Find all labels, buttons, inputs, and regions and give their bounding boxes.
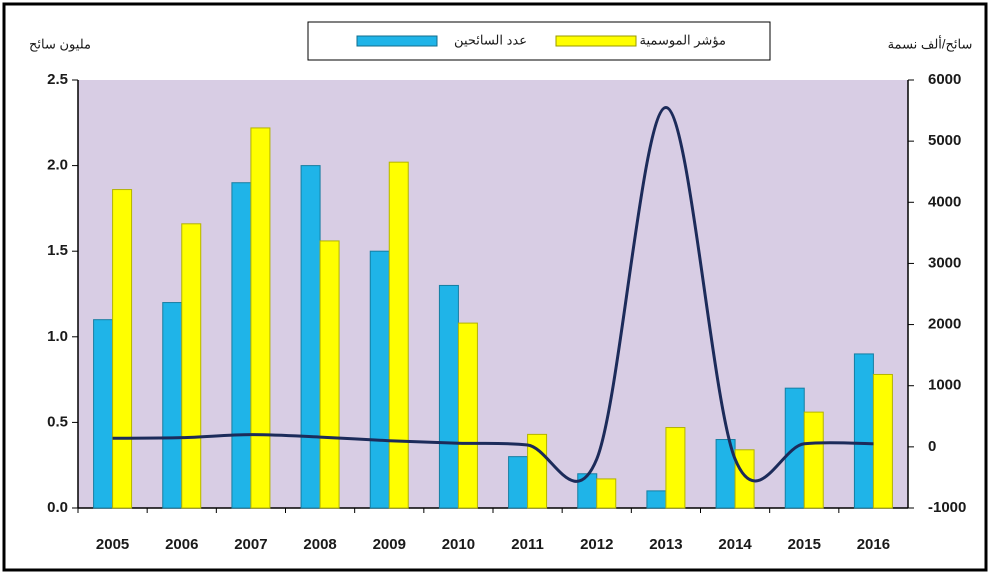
bar xyxy=(300,165,321,509)
bar xyxy=(577,473,598,509)
x-tick-label: 2009 xyxy=(373,536,406,553)
x-tick-label: 2014 xyxy=(718,536,752,553)
x-tick-label: 2006 xyxy=(165,536,198,553)
bar xyxy=(457,322,478,509)
y-tick-label: 2.5 xyxy=(47,71,68,88)
bar xyxy=(388,161,409,509)
bar xyxy=(112,189,133,509)
x-tick-label: 2005 xyxy=(96,536,129,553)
y2-tick-label: 2000 xyxy=(928,316,961,333)
bar xyxy=(231,182,252,509)
y2-tick-label: 0 xyxy=(928,438,936,455)
legend-swatch xyxy=(555,35,637,47)
y-axis-title: مليون سائح xyxy=(29,36,91,52)
bar xyxy=(803,411,824,509)
y-tick-label: 1.0 xyxy=(47,328,68,345)
y2-tick-label: 3000 xyxy=(928,254,961,271)
y-tick-label: 2.0 xyxy=(47,157,68,174)
y2-tick-label: 1000 xyxy=(928,377,961,394)
y-tick-label: 0.0 xyxy=(47,499,68,516)
bar xyxy=(853,353,874,509)
bar xyxy=(872,373,893,509)
bar xyxy=(369,250,390,509)
line xyxy=(112,106,874,483)
x-tick-label: 2008 xyxy=(303,536,336,553)
x-tick-label: 2015 xyxy=(788,536,821,553)
x-tick-label: 2011 xyxy=(511,536,544,553)
bar xyxy=(734,449,755,509)
x-tick-label: 2013 xyxy=(649,536,682,553)
bar xyxy=(181,223,202,509)
y2-tick-label: -1000 xyxy=(928,499,966,516)
y-tick-label: 0.5 xyxy=(47,413,68,430)
bar xyxy=(319,240,340,509)
bar xyxy=(596,478,617,509)
y2-axis-title: سائح/ألف نسمة xyxy=(888,35,973,52)
y2-tick-label: 4000 xyxy=(928,193,961,210)
x-tick-label: 2012 xyxy=(580,536,613,553)
y2-tick-label: 5000 xyxy=(928,132,961,149)
bar xyxy=(93,319,114,509)
legend-swatch xyxy=(356,35,438,47)
y2-tick-label: 6000 xyxy=(928,71,961,88)
legend-label: عدد السائحين xyxy=(454,32,527,48)
x-tick-label: 2007 xyxy=(234,536,267,553)
x-tick-label: 2010 xyxy=(442,536,475,553)
y-tick-label: 1.5 xyxy=(47,242,68,259)
x-tick-label: 2016 xyxy=(857,536,890,553)
bar xyxy=(665,427,686,509)
bar xyxy=(646,490,667,509)
bar xyxy=(162,302,183,509)
legend-label: مؤشر الموسمية xyxy=(640,32,726,48)
bar xyxy=(508,456,529,509)
bar xyxy=(250,127,271,509)
bar xyxy=(438,284,459,509)
